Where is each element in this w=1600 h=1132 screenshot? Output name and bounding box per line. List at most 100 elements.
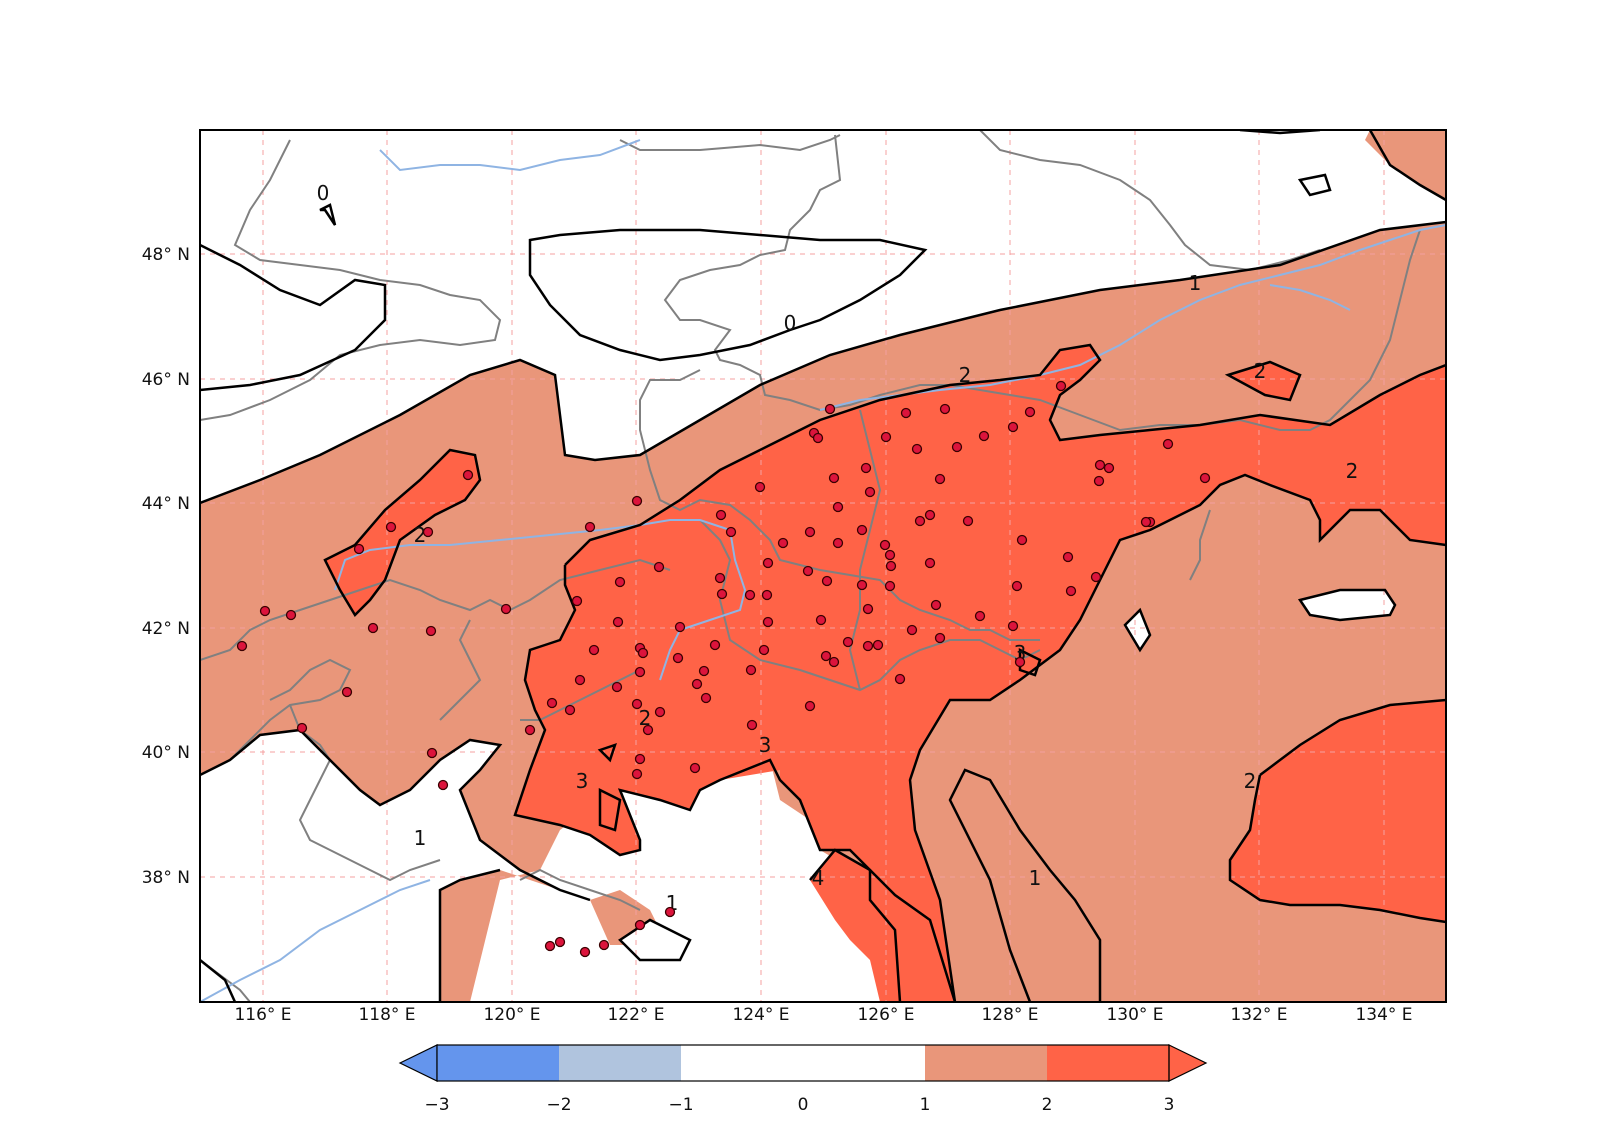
station-marker (674, 621, 686, 633)
station-marker (758, 644, 770, 656)
station-marker (353, 543, 365, 555)
lon-tick-122: 122° E (607, 1005, 664, 1025)
station-marker (828, 656, 840, 668)
colorbar-segment (559, 1045, 681, 1081)
station-marker (856, 524, 868, 536)
station-marker (709, 639, 721, 651)
anomaly-region-2-to-3-west (325, 450, 480, 615)
station-marker (1014, 656, 1026, 668)
station-marker (634, 753, 646, 765)
station-marker (634, 666, 646, 678)
white-hole-3 (620, 920, 690, 960)
station-marker (879, 539, 891, 551)
station-marker (745, 664, 757, 676)
station-marker (934, 632, 946, 644)
station-marker (1065, 585, 1077, 597)
anomaly-region-2-to-3-core (515, 345, 1446, 1002)
station-marker (426, 747, 438, 759)
station-marker (856, 579, 868, 591)
grid-lines (200, 130, 1446, 1002)
station-marker (1094, 459, 1106, 471)
contour-label-2: 2 (639, 706, 652, 730)
station-marker (1090, 571, 1102, 583)
station-marker (906, 624, 918, 636)
colorbar-extend-low (398, 1044, 438, 1082)
colorbar-tick-label: 0 (798, 1095, 809, 1115)
lat-tick-40: 40° N (142, 743, 190, 763)
station-marker (1140, 516, 1152, 528)
station-marker (872, 639, 884, 651)
lon-tick-128: 128° E (981, 1005, 1038, 1025)
contour-label-3: 3 (576, 769, 589, 793)
station-marker (762, 557, 774, 569)
station-marker (754, 481, 766, 493)
station-marker (653, 561, 665, 573)
station-marker (584, 521, 596, 533)
station-marker (714, 572, 726, 584)
colorbar-tick-label: −2 (546, 1095, 571, 1115)
station-marker (832, 537, 844, 549)
station-marker (698, 665, 710, 677)
station-marker (1016, 534, 1028, 546)
station-marker (804, 526, 816, 538)
contour-label-1: 1 (414, 826, 427, 850)
station-marker (911, 443, 923, 455)
colorbar-tick-label: −3 (424, 1095, 449, 1115)
station-marker (900, 407, 912, 419)
station-marker (524, 724, 536, 736)
anomaly-region-2-to-3-south (810, 850, 955, 1002)
station-marker (951, 441, 963, 453)
colorbar-tick-label: 3 (1164, 1095, 1175, 1115)
station-marker (637, 647, 649, 659)
station-marker (974, 610, 986, 622)
contour-label-1: 1 (1029, 866, 1042, 890)
colorbar-extend-high (1168, 1044, 1208, 1082)
contour-label-0: 0 (784, 311, 797, 335)
contour-label-2: 2 (1244, 769, 1257, 793)
lon-tick-130: 130° E (1106, 1005, 1163, 1025)
colorbar-segment (437, 1045, 559, 1081)
colorbar-frame (436, 1044, 1170, 1082)
lat-tick-38: 38° N (142, 868, 190, 888)
station-marker (422, 526, 434, 538)
station-marker (614, 576, 626, 588)
station-marker (1007, 620, 1019, 632)
station-marker (544, 940, 556, 952)
station-marker (437, 779, 449, 791)
station-marker (367, 622, 379, 634)
station-marker (631, 495, 643, 507)
contour-label-1: 1 (1189, 271, 1202, 295)
station-marker (385, 521, 397, 533)
station-marker (612, 616, 624, 628)
station-marker (939, 403, 951, 415)
station-marker (746, 719, 758, 731)
colorbar-tick-label: 1 (920, 1095, 931, 1115)
station-marker (824, 403, 836, 415)
station-marker (634, 919, 646, 931)
station-marker (425, 625, 437, 637)
station-marker (571, 595, 583, 607)
station-marker (962, 515, 974, 527)
station-marker (554, 936, 566, 948)
station-marker (654, 706, 666, 718)
station-marker (884, 580, 896, 592)
colorbar-tick-label: −1 (668, 1095, 693, 1115)
lon-tick-120: 120° E (483, 1005, 540, 1025)
station-marker (285, 609, 297, 621)
station-marker (842, 636, 854, 648)
lat-tick-48: 48° N (142, 245, 190, 265)
station-marker (462, 469, 474, 481)
station-marker (259, 605, 271, 617)
station-marker (631, 768, 643, 780)
station-marker (672, 652, 684, 664)
contour-lines (200, 130, 1446, 1002)
anomaly-region-1-to-2-ne (1365, 130, 1446, 200)
station-marker (864, 486, 876, 498)
contour-label-2: 2 (414, 523, 427, 547)
station-marker (894, 673, 906, 685)
station-marker (804, 700, 816, 712)
station-marker (689, 762, 701, 774)
colorbar-segment (681, 1045, 925, 1081)
anomaly-region-2-to-3-se (1230, 700, 1446, 922)
